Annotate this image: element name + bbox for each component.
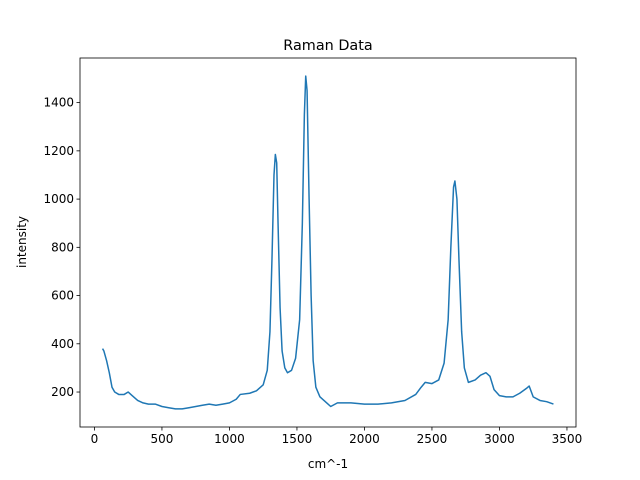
- data-line: [101, 75, 554, 410]
- x-tick-label: 3500: [552, 432, 583, 446]
- y-tick-label: 1200: [43, 144, 74, 158]
- y-tick-label: 1400: [43, 96, 74, 110]
- plot-area: [101, 75, 554, 410]
- x-tick-label: 1000: [214, 432, 245, 446]
- x-tick-label: 1500: [282, 432, 313, 446]
- x-tick-label: 2000: [349, 432, 380, 446]
- chart-title: Raman Data: [283, 38, 372, 54]
- axes-frame: [79, 57, 577, 428]
- x-tick-label: 500: [150, 432, 173, 446]
- y-tick-label: 400: [51, 337, 74, 351]
- x-tick-label: 2500: [417, 432, 448, 446]
- y-tick-label: 200: [51, 385, 74, 399]
- y-tick-label: 1000: [43, 192, 74, 206]
- y-tick-label: 800: [51, 240, 74, 254]
- x-axis-label: cm^-1: [308, 457, 348, 471]
- y-axis-label: intensity: [15, 216, 29, 268]
- y-tick-label: 600: [51, 289, 74, 303]
- x-tick-label: 0: [91, 432, 99, 446]
- x-tick-label: 3000: [484, 432, 515, 446]
